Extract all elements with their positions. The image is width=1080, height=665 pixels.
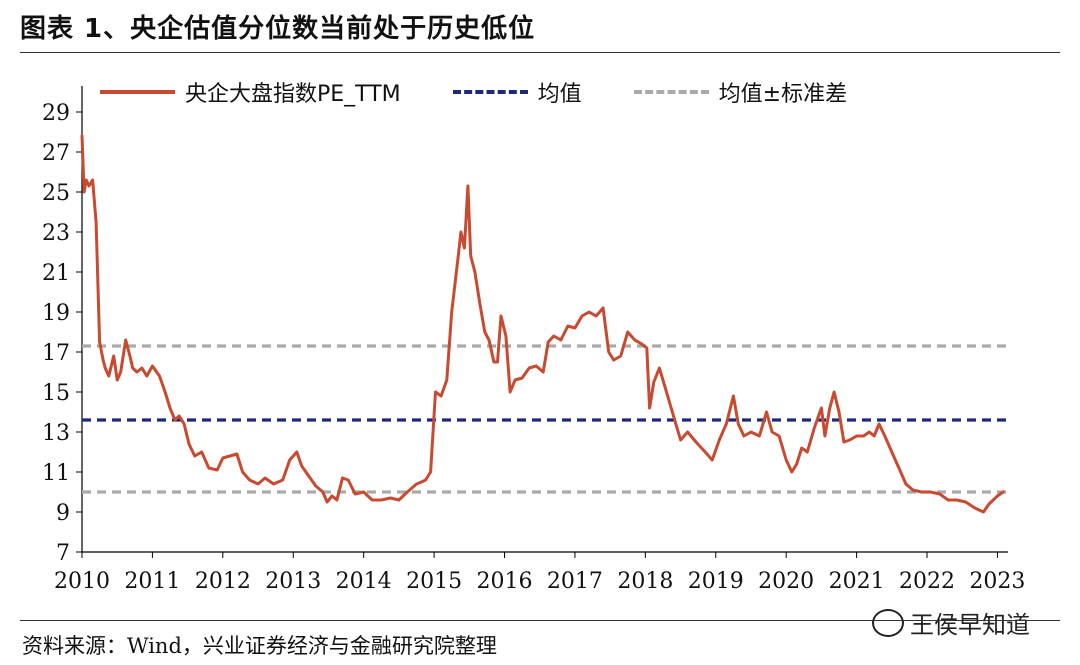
wechat-icon xyxy=(872,608,904,637)
title-rule xyxy=(20,52,1060,53)
source-rule xyxy=(20,620,1060,621)
legend-label-std: 均值±标准差 xyxy=(718,82,848,107)
page-title: 图表 1、央企估值分位数当前处于历史低位 xyxy=(20,14,536,44)
source-note: 资料来源：Wind，兴业证券经济与金融研究院整理 xyxy=(22,634,497,658)
legend-item-std: 均值±标准差 xyxy=(633,76,848,108)
y-tick-label: 27 xyxy=(42,141,70,166)
y-tick-label: 9 xyxy=(56,501,70,526)
x-tick-label: 2013 xyxy=(265,569,321,594)
legend-swatch-std xyxy=(633,90,709,94)
y-tick-label: 19 xyxy=(42,301,70,326)
watermark-text: 王侯早知道 xyxy=(910,611,1030,639)
y-tick-label: 11 xyxy=(42,461,70,486)
y-tick-label: 23 xyxy=(42,221,70,246)
x-tick-label: 2011 xyxy=(124,569,180,594)
x-tick-label: 2010 xyxy=(54,569,110,594)
legend-label-pe: 央企大盘指数PE_TTM xyxy=(185,82,401,107)
x-tick-label: 2016 xyxy=(477,569,533,594)
y-tick-label: 25 xyxy=(42,181,70,206)
chart-legend: 央企大盘指数PE_TTM 均值 均值±标准差 xyxy=(100,76,899,108)
legend-swatch-mean xyxy=(452,90,528,94)
legend-swatch-pe xyxy=(100,90,175,94)
legend-item-pe: 央企大盘指数PE_TTM xyxy=(100,76,401,108)
x-tick-label: 2014 xyxy=(336,569,392,594)
legend-label-mean: 均值 xyxy=(537,82,582,107)
pe-chart: 7 9 11 13 15 17 19 21 23 25 27 29 2010 2011 2012 2013 20… xyxy=(42,86,1025,594)
x-tick-label: 2019 xyxy=(688,569,744,594)
y-tick-label: 15 xyxy=(42,381,70,406)
x-tick-label: 2015 xyxy=(406,569,462,594)
x-tick-label: 2021 xyxy=(829,569,885,594)
x-tick-label: 2012 xyxy=(195,569,251,594)
y-tick-label: 13 xyxy=(42,421,70,446)
watermark: 王侯早知道 xyxy=(872,605,1030,640)
x-tick-label: 2023 xyxy=(969,569,1025,594)
pe-series-line xyxy=(80,134,1005,514)
y-tick-label: 17 xyxy=(42,341,70,366)
y-tick-label: 21 xyxy=(42,261,70,286)
x-tick-label: 2017 xyxy=(547,569,603,594)
x-tick-label: 2020 xyxy=(758,569,814,594)
legend-item-mean: 均值 xyxy=(452,76,582,108)
y-tick-label: 29 xyxy=(42,101,70,126)
x-tick-label: 2018 xyxy=(617,569,673,594)
x-tick-label: 2022 xyxy=(899,569,955,594)
y-tick-label: 7 xyxy=(56,541,70,566)
